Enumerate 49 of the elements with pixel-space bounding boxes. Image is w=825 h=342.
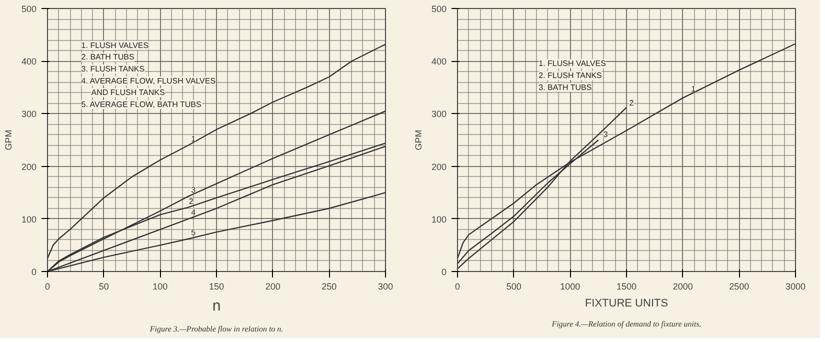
annotation: 4. AVERAGE FLOW, FLUSH VALVES bbox=[81, 76, 216, 86]
annotation: 3. BATH TUBS bbox=[538, 82, 592, 92]
x-tick-label: 100 bbox=[152, 282, 168, 292]
x-tick-label: 0 bbox=[44, 282, 50, 292]
y-tick-label: 0 bbox=[31, 267, 37, 277]
x-tick-label: 1000 bbox=[560, 282, 580, 292]
annotation: 1 bbox=[191, 134, 196, 144]
x-tick-label: 1500 bbox=[616, 282, 637, 292]
x-tick-label: 200 bbox=[265, 282, 280, 292]
y-tick-label: 500 bbox=[431, 4, 447, 14]
annotation: 3 bbox=[191, 186, 196, 195]
x-tick-label: 300 bbox=[378, 282, 394, 292]
x-tick-label: 500 bbox=[506, 282, 522, 292]
x-tick-label: 50 bbox=[98, 282, 109, 292]
x-tick-label: 3000 bbox=[785, 282, 806, 292]
annotation: 2 bbox=[629, 98, 634, 108]
y-tick-label: 300 bbox=[21, 109, 37, 120]
annotation: 3. FLUSH TANKS bbox=[81, 64, 145, 74]
x-tick-label: 0 bbox=[454, 282, 460, 292]
annotation: 2. BATH TUBS bbox=[81, 52, 134, 62]
annotation: 5 bbox=[191, 228, 196, 237]
y-tick-label: 200 bbox=[21, 162, 37, 172]
y-tick-label: 300 bbox=[431, 109, 447, 120]
annotation: 2. FLUSH TANKS bbox=[538, 71, 602, 80]
annotation: 2 bbox=[188, 196, 194, 206]
annotation: 1. FLUSH VALVES bbox=[538, 59, 606, 68]
y-tick-label: 200 bbox=[431, 162, 447, 172]
y-tick-label: 100 bbox=[431, 214, 447, 224]
y-tick-label: 400 bbox=[431, 56, 447, 67]
x-axis-title: n bbox=[212, 298, 221, 314]
y-axis-title: GPM bbox=[413, 130, 424, 150]
y-tick-label: 100 bbox=[21, 214, 37, 224]
y-tick-label: 400 bbox=[21, 56, 37, 67]
annotation: 1 bbox=[691, 84, 696, 94]
y-tick-label: 500 bbox=[21, 4, 37, 14]
annotation: 1. FLUSH VALVES bbox=[81, 40, 149, 50]
y-tick-label: 0 bbox=[441, 267, 447, 277]
x-tick-label: 150 bbox=[208, 282, 224, 292]
text: Figure 4.—Relation of demand to fixture units. bbox=[550, 320, 702, 328]
y-axis-title: GPM bbox=[3, 130, 14, 150]
x-tick-label: 2500 bbox=[729, 282, 750, 292]
text: Figure 3.—Probable flow in relation to n. bbox=[148, 324, 284, 334]
annotation: 4 bbox=[191, 208, 196, 217]
x-tick-label: 2000 bbox=[672, 282, 693, 292]
annotation: 3 bbox=[603, 130, 608, 139]
x-axis-title: FIXTURE UNITS bbox=[584, 298, 668, 310]
annotation: 5. AVERAGE FLOW, BATH TUBS bbox=[81, 100, 202, 109]
x-tick-label: 250 bbox=[322, 282, 337, 292]
annotation: AND FLUSH TANKS bbox=[91, 88, 165, 98]
